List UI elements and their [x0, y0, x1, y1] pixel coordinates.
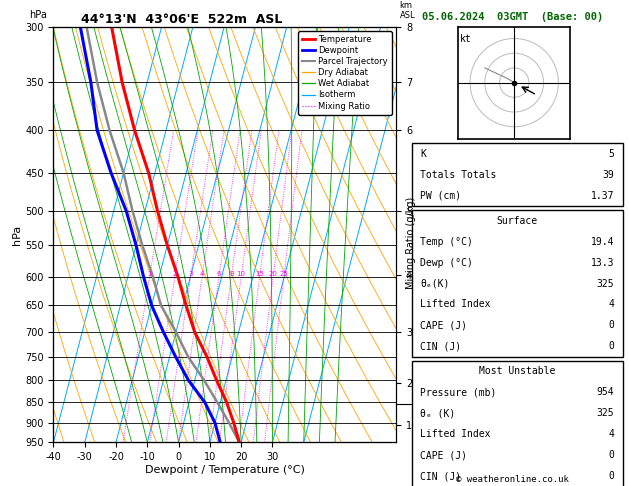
Text: kt: kt	[460, 34, 472, 44]
Text: θₑ (K): θₑ (K)	[420, 408, 455, 418]
Text: LCL: LCL	[430, 400, 446, 409]
Text: 39: 39	[603, 170, 615, 180]
Text: θₑ(K): θₑ(K)	[420, 278, 450, 289]
Text: 19.4: 19.4	[591, 237, 615, 247]
Text: CIN (J): CIN (J)	[420, 471, 462, 481]
Text: km
ASL: km ASL	[399, 1, 415, 20]
Text: 1.37: 1.37	[591, 191, 615, 201]
Text: 20: 20	[269, 271, 277, 277]
Text: CAPE (J): CAPE (J)	[420, 450, 467, 460]
Text: 05.06.2024  03GMT  (Base: 00): 05.06.2024 03GMT (Base: 00)	[422, 12, 603, 22]
Text: Totals Totals: Totals Totals	[420, 170, 497, 180]
Text: 0: 0	[608, 341, 615, 351]
X-axis label: Dewpoint / Temperature (°C): Dewpoint / Temperature (°C)	[145, 465, 305, 475]
Legend: Temperature, Dewpoint, Parcel Trajectory, Dry Adiabat, Wet Adiabat, Isotherm, Mi: Temperature, Dewpoint, Parcel Trajectory…	[298, 31, 392, 115]
Text: Pressure (mb): Pressure (mb)	[420, 387, 497, 398]
Text: 4: 4	[608, 429, 615, 439]
Text: hPa: hPa	[30, 11, 47, 20]
Text: 15: 15	[255, 271, 264, 277]
Text: Lifted Index: Lifted Index	[420, 429, 491, 439]
Text: 0: 0	[608, 471, 615, 481]
Text: 8: 8	[229, 271, 233, 277]
Text: 1: 1	[147, 271, 152, 277]
Text: 325: 325	[597, 278, 615, 289]
Text: 13.3: 13.3	[591, 258, 615, 268]
Text: Most Unstable: Most Unstable	[479, 366, 555, 376]
Text: Temp (°C): Temp (°C)	[420, 237, 473, 247]
Text: CAPE (J): CAPE (J)	[420, 320, 467, 330]
Text: 0: 0	[608, 450, 615, 460]
Text: Dewp (°C): Dewp (°C)	[420, 258, 473, 268]
Text: 4: 4	[200, 271, 204, 277]
Y-axis label: hPa: hPa	[13, 225, 23, 244]
Text: CIN (J): CIN (J)	[420, 341, 462, 351]
Text: 10: 10	[237, 271, 246, 277]
Text: 0: 0	[608, 320, 615, 330]
Text: 4: 4	[608, 299, 615, 310]
Text: 3: 3	[188, 271, 193, 277]
Text: PW (cm): PW (cm)	[420, 191, 462, 201]
Text: 954: 954	[597, 387, 615, 398]
Text: Mixing Ratio (g/kg): Mixing Ratio (g/kg)	[406, 197, 416, 289]
Bar	[412, 210, 623, 357]
Text: 25: 25	[279, 271, 288, 277]
Text: Lifted Index: Lifted Index	[420, 299, 491, 310]
Y-axis label: km
ASL: km ASL	[428, 235, 447, 256]
Text: 2: 2	[173, 271, 177, 277]
Text: 325: 325	[597, 408, 615, 418]
Text: 6: 6	[217, 271, 221, 277]
Bar	[412, 361, 623, 486]
Bar	[412, 143, 623, 206]
Text: K: K	[420, 149, 426, 159]
Text: 5: 5	[608, 149, 615, 159]
Text: © weatheronline.co.uk: © weatheronline.co.uk	[456, 474, 569, 484]
Text: 44°13'N  43°06'E  522m  ASL: 44°13'N 43°06'E 522m ASL	[81, 13, 282, 26]
Text: Surface: Surface	[497, 216, 538, 226]
